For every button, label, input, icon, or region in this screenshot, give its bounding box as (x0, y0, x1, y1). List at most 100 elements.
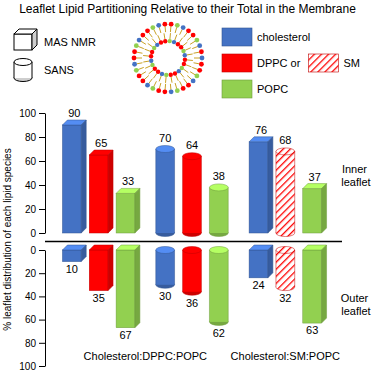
vesicle-head (160, 72, 164, 76)
bar-inner (116, 188, 140, 233)
bar-edge-right (201, 250, 202, 292)
bar-inner (303, 184, 327, 233)
bar-body (209, 250, 228, 322)
vesicle-head (145, 28, 150, 33)
vesicle-head (132, 56, 137, 61)
vesicle-tail (170, 84, 172, 90)
y-tick-mark (39, 185, 45, 186)
bar-inner (62, 120, 86, 233)
vesicle-tail (187, 36, 191, 40)
bar-side (322, 245, 327, 323)
y-tick-mark (39, 320, 45, 321)
data-label: 68 (279, 134, 291, 146)
vesicle-tail (194, 63, 200, 64)
legend-swatch (222, 80, 252, 98)
y-tick: 100 (19, 108, 45, 119)
y-tick-label: 80 (25, 132, 37, 143)
vesicle-tail (169, 33, 171, 39)
category-label: Cholesterol:DPPC:POPC (84, 350, 208, 362)
vesicle-tail (136, 58, 142, 59)
y-tick-mark (39, 366, 45, 367)
vesicle-head (191, 79, 196, 84)
vesicle-head (132, 49, 137, 54)
vesicle-head (195, 73, 200, 78)
vesicle-tail (137, 52, 143, 53)
bar-edge-left (155, 250, 156, 285)
vesicle-tail (180, 29, 183, 34)
vesicle-head (149, 54, 153, 58)
bar-edge-left (275, 250, 276, 287)
vesicle-head (176, 42, 180, 46)
vesicle-head (150, 86, 155, 91)
data-label: 38 (213, 170, 225, 182)
vesicle-tail (175, 83, 177, 89)
y-tick-mark (39, 137, 45, 138)
bar-body (156, 149, 175, 233)
bar-inner (209, 184, 228, 237)
bar-top (183, 247, 202, 254)
vesicle-head (179, 45, 183, 49)
bar-outer (89, 245, 113, 291)
chart-title: Leaflet Lipid Partitioning Relative to t… (19, 2, 356, 16)
vesicle-head (152, 46, 156, 50)
data-label: 10 (66, 263, 78, 275)
bar-side (268, 245, 273, 278)
vesicle-tail (137, 63, 143, 64)
vesicle-tail (154, 29, 157, 34)
vesicle-head (199, 49, 204, 54)
legend-label: cholesterol (257, 31, 310, 43)
vesicle-head (140, 33, 145, 38)
vesicle-head (175, 23, 180, 28)
data-label: 90 (68, 107, 80, 119)
vesicle-head (137, 38, 142, 43)
bar-edge-right (174, 250, 175, 285)
vesicle-tail (184, 32, 188, 37)
vesicle-head (150, 63, 154, 67)
bar-edge-left (209, 187, 210, 233)
vesicle-head (145, 83, 150, 88)
vesicle-head (175, 88, 180, 93)
y-axis-line (45, 114, 46, 234)
y-tick-mark (39, 161, 45, 162)
data-label: 70 (159, 132, 171, 144)
vesicle-tail (148, 43, 153, 47)
bar-inner (249, 137, 273, 233)
y-tick: 40 (25, 180, 45, 191)
legend-icon-edge-right (32, 62, 33, 78)
chart-svg: Leaflet Lipid Partitioning Relative to t… (0, 0, 375, 375)
y-tick: 60 (25, 156, 45, 167)
vesicle-head (183, 53, 187, 57)
vesicle-tail (145, 49, 151, 51)
vesicle-head (181, 86, 186, 91)
bar-body (183, 156, 202, 233)
vesicle-tail (144, 36, 148, 40)
bar-body (276, 250, 295, 287)
data-label: 33 (122, 175, 134, 187)
y-tick-label: 60 (25, 156, 37, 167)
bar-outer (276, 247, 295, 291)
y-tick: 60 (25, 314, 45, 325)
bar-body (156, 250, 175, 285)
bar-front (89, 155, 108, 233)
vesicle-tail (141, 72, 146, 75)
data-label: 65 (95, 137, 107, 149)
leaflet-label: Outer leaflet (341, 292, 372, 317)
vesicle-tail (154, 81, 157, 86)
vesicle-head (186, 28, 191, 33)
vesicle-tail (187, 59, 193, 61)
bar-side (322, 184, 327, 233)
data-label: 32 (279, 292, 291, 304)
vesicle-tail (190, 72, 195, 75)
vesicle-head (186, 83, 191, 88)
bar-outer (303, 245, 327, 323)
vesicle-tail (183, 42, 188, 46)
method-legend-item: MAS NMR (14, 29, 96, 50)
vesicle-head (169, 22, 174, 27)
bar-edge-left (182, 250, 183, 292)
vesicle-head (177, 69, 181, 73)
y-tick-mark (39, 296, 45, 297)
legend-label: POPC (257, 83, 288, 95)
bar-front (62, 250, 81, 262)
vesicle-tail (163, 33, 165, 39)
bar-front (89, 250, 108, 291)
